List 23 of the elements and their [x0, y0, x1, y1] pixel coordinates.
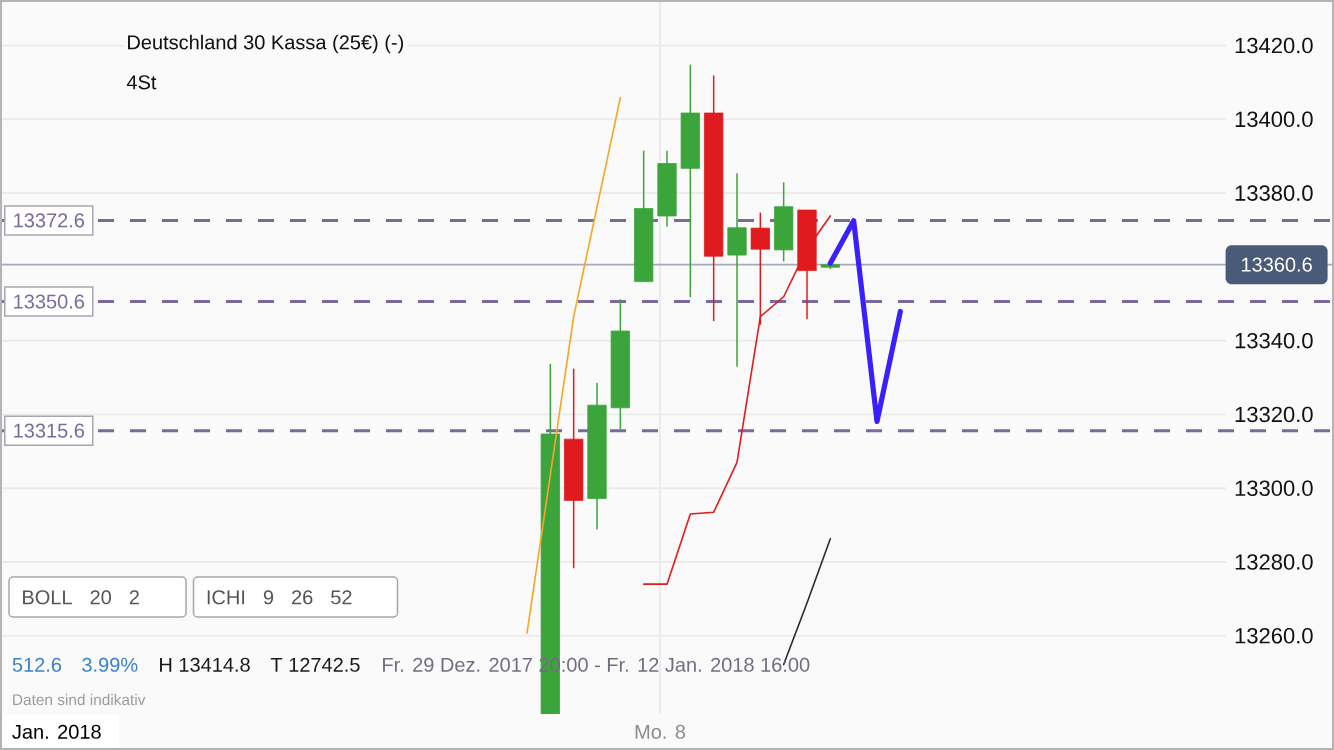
y-tick-label: 13260.0	[1235, 628, 1313, 644]
text: Mo. 8	[635, 724, 686, 739]
text: Jan. 2018	[12, 724, 101, 739]
ref-line-label: 13350.6	[14, 294, 85, 309]
ref-line-label: 13372.6	[14, 213, 85, 228]
y-tick-label: 13380.0	[1235, 185, 1313, 201]
y-tick-label: 13340.0	[1235, 332, 1313, 349]
ref-line-label: 13360.6	[1241, 257, 1312, 272]
annotation: 3.99%	[82, 657, 138, 672]
y-tick-label: 13280.0	[1235, 554, 1313, 570]
annotation: Daten sind indikativ	[13, 693, 146, 706]
annotation: H 13414.8	[160, 657, 250, 672]
y-tick-label: 13420.0	[1235, 37, 1313, 54]
y-tick-label: 13320.0	[1235, 406, 1313, 423]
ref-line-label: 13315.6	[14, 423, 85, 438]
annotation: T 12742.5	[270, 657, 360, 672]
annotation: BOLL 20 2	[23, 590, 139, 605]
text: 4St	[126, 75, 157, 90]
y-tick-label: 13300.0	[1235, 480, 1313, 497]
y-tick-label: 13400.0	[1235, 111, 1313, 128]
annotation: 512.6	[12, 657, 62, 672]
annotation: ICHI 9 26 52	[207, 590, 352, 605]
text: Deutschland 30 Kassa (25€) (-)	[128, 34, 404, 54]
